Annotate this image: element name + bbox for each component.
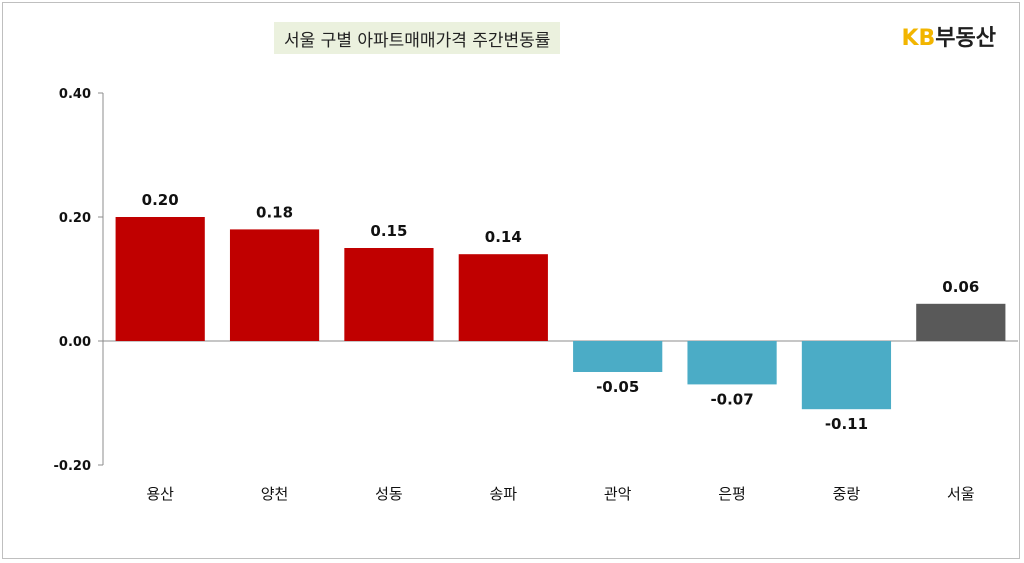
data-label: 0.18 bbox=[256, 203, 293, 221]
y-tick-label: -0.20 bbox=[54, 459, 91, 474]
x-tick-label: 양천 bbox=[261, 485, 289, 503]
data-label: 0.20 bbox=[142, 191, 179, 209]
y-tick-label: 0.00 bbox=[59, 335, 91, 350]
bar bbox=[229, 229, 320, 341]
bar bbox=[801, 341, 892, 410]
bar bbox=[115, 217, 205, 341]
data-label: 0.15 bbox=[370, 222, 407, 240]
x-tick-label: 서울 bbox=[947, 485, 975, 503]
x-tick-label: 은평 bbox=[718, 485, 746, 503]
x-tick-label: 성동 bbox=[375, 485, 403, 503]
y-tick-label: 0.20 bbox=[59, 211, 91, 226]
data-label: -0.11 bbox=[825, 415, 868, 433]
brand-logo-suffix: 부동산 bbox=[935, 26, 996, 51]
x-tick-label: 관악 bbox=[604, 485, 632, 503]
x-tick-label: 중랑 bbox=[833, 485, 861, 503]
chart-title-text: 서울 구별 아파트매매가격 주간변동률 bbox=[284, 30, 551, 51]
bar bbox=[344, 248, 434, 341]
bar bbox=[458, 254, 548, 341]
chart-title: 서울 구별 아파트매매가격 주간변동률 bbox=[274, 22, 561, 54]
x-tick-label: 용산 bbox=[146, 485, 174, 503]
data-label: -0.05 bbox=[596, 378, 639, 396]
bar bbox=[687, 341, 777, 385]
y-tick-label: 0.40 bbox=[59, 87, 91, 102]
bar bbox=[573, 341, 663, 372]
bar bbox=[916, 303, 1006, 341]
brand-logo: KB부동산 bbox=[901, 20, 996, 52]
x-tick-label: 송파 bbox=[490, 485, 518, 503]
data-label: 0.14 bbox=[485, 228, 522, 246]
data-label: 0.06 bbox=[942, 278, 979, 296]
brand-logo-prefix: KB bbox=[901, 26, 936, 51]
data-label: -0.07 bbox=[710, 390, 753, 408]
